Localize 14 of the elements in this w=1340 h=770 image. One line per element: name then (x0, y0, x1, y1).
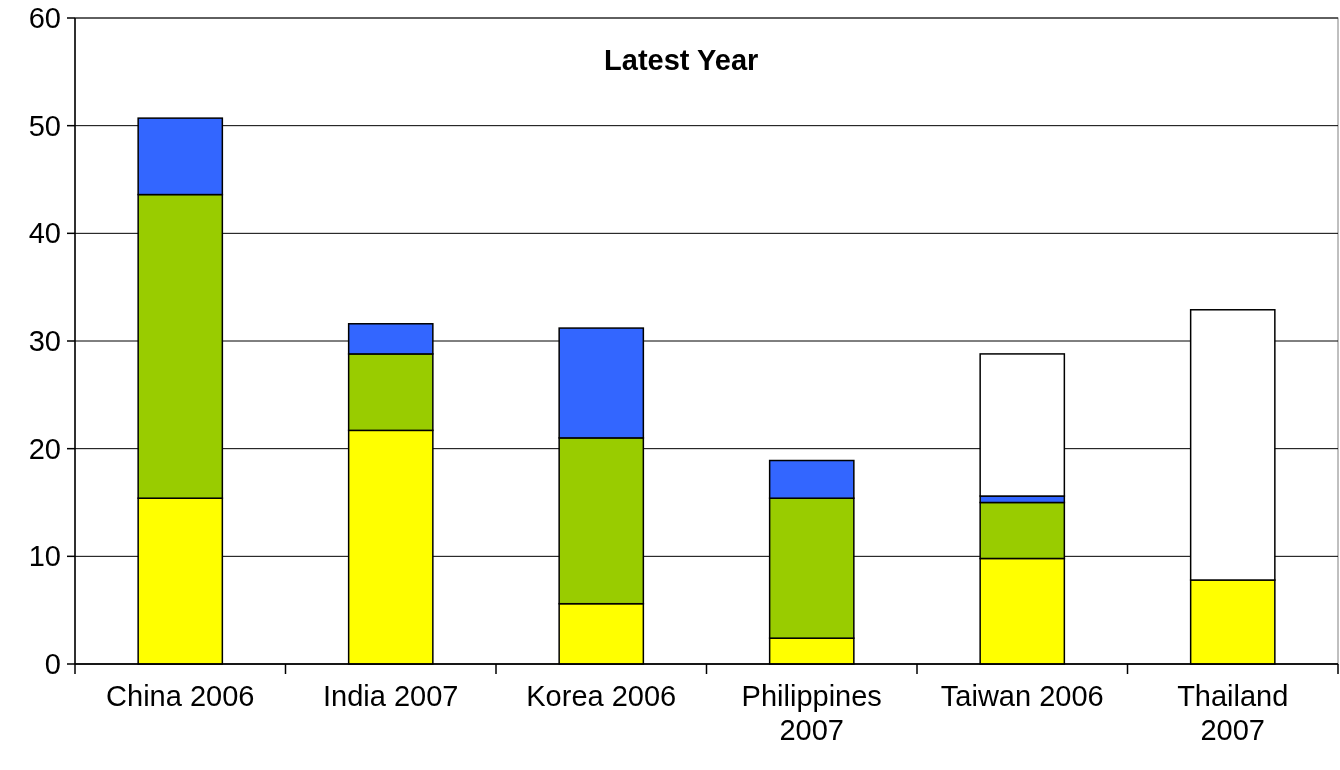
y-tick-label: 40 (28, 217, 61, 250)
x-tick-label: China 2006 (106, 680, 255, 712)
x-tick-label: Philippines 2007 (741, 680, 882, 746)
y-tick-label: 50 (28, 109, 61, 142)
x-tick-label: India 2007 (323, 680, 459, 712)
x-tick-label: Thailand 2007 (1177, 680, 1289, 746)
y-tick-label: 0 (44, 648, 61, 681)
y-tick-label: 20 (28, 432, 61, 465)
x-tick-label: Taiwan 2006 (940, 680, 1104, 712)
y-tick-label: 30 (28, 325, 61, 358)
text: Latest Year (604, 44, 759, 76)
y-tick-label: 10 (28, 540, 61, 573)
y-tick-label: 60 (28, 2, 61, 35)
x-tick-label: Korea 2006 (526, 680, 677, 712)
